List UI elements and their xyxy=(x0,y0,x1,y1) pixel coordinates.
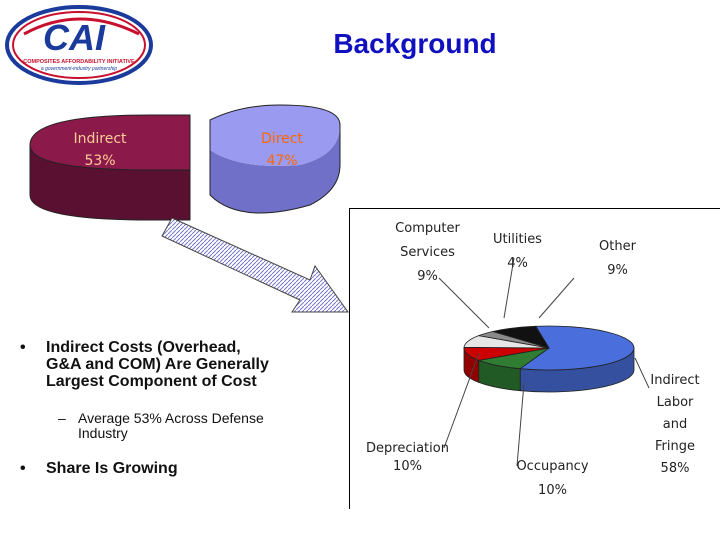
pie-slice-other xyxy=(491,325,550,349)
label-other: Other 9% xyxy=(599,239,636,278)
cost-breakdown-frame xyxy=(349,208,720,509)
bullet-marker-2: • xyxy=(20,460,26,477)
pie-slice-direct-side xyxy=(210,125,340,213)
indirect-direct-pie: Indirect 53% Direct 47% xyxy=(29,104,341,221)
pie-slice-direct xyxy=(210,105,340,166)
indirect-cost-pie xyxy=(438,257,650,467)
label-direct: Direct xyxy=(261,131,303,147)
pie-slice-indirect-labor-and-fringe xyxy=(519,325,635,371)
label-occupancy: Occupancy 10% xyxy=(516,459,589,498)
logo-text: CAI xyxy=(43,17,106,58)
label-utilities: Utilities 4% xyxy=(493,232,542,271)
label-indirect: Indirect xyxy=(73,131,127,147)
logo-tagline2: a government-industry partnership xyxy=(41,66,117,72)
sub-bullet-average: Average 53% Across Defense Industry xyxy=(78,410,264,441)
arrow-graphic xyxy=(161,217,349,313)
page-title: Background xyxy=(333,28,497,59)
label-indirect-pct: 53% xyxy=(84,153,115,169)
pie-slice-indirect-top xyxy=(30,115,190,170)
label-indirect-labor: Indirect Labor and Fringe 58% xyxy=(650,373,700,476)
sub-bullet-marker: – xyxy=(58,410,66,426)
label-depreciation: Depreciation 10% xyxy=(366,441,449,474)
bullet-share-growing: Share Is Growing xyxy=(46,460,178,477)
bullet-indirect-costs: Indirect Costs (Overhead, G&A and COM) A… xyxy=(46,339,269,390)
logo-tagline1: COMPOSITES AFFORDABILITY INITIATIVE xyxy=(23,59,135,65)
bullet-marker: • xyxy=(20,339,26,356)
pie-3d-group xyxy=(463,325,635,393)
label-direct-pct: 47% xyxy=(266,153,297,169)
label-computer-services: Computer Services 9% xyxy=(395,221,460,284)
cai-logo: CAI COMPOSITES AFFORDABILITY INITIATIVE … xyxy=(5,5,153,85)
